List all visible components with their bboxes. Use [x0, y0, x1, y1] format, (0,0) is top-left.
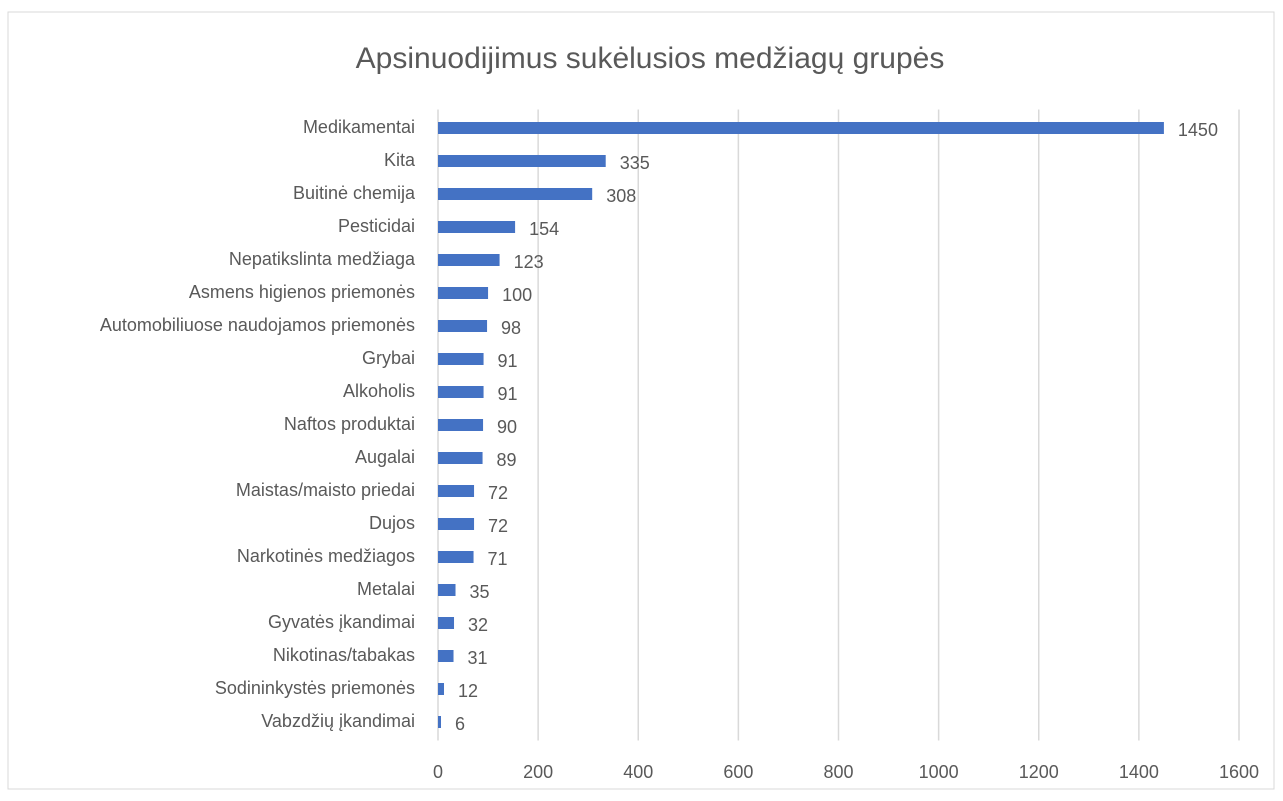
- y-tick-label: Naftos produktai: [284, 414, 415, 434]
- data-label: 90: [497, 417, 517, 437]
- bar: [438, 122, 1164, 134]
- bar: [438, 683, 445, 695]
- x-tick-label: 1200: [1019, 762, 1059, 782]
- bar: [438, 353, 484, 365]
- bar: [438, 650, 454, 662]
- data-label: 91: [498, 384, 518, 404]
- data-label: 32: [468, 615, 488, 635]
- bar: [438, 551, 474, 563]
- y-tick-label: Buitinė chemija: [293, 183, 416, 203]
- x-tick-label: 400: [623, 762, 653, 782]
- data-label: 154: [529, 219, 559, 239]
- data-label: 123: [514, 252, 544, 272]
- bar: [438, 320, 488, 332]
- bar: [438, 386, 484, 398]
- bar: [438, 584, 456, 596]
- x-tick-label: 1000: [919, 762, 959, 782]
- bar: [438, 452, 483, 464]
- y-tick-label: Nepatikslinta medžiaga: [229, 249, 416, 269]
- x-tick-label: 800: [823, 762, 853, 782]
- bar: [438, 287, 489, 299]
- data-label: 72: [488, 516, 508, 536]
- bar: [438, 155, 606, 167]
- x-tick-label: 200: [523, 762, 553, 782]
- data-label: 335: [620, 153, 650, 173]
- bar: [438, 617, 455, 629]
- y-tick-label: Maistas/maisto priedai: [236, 480, 415, 500]
- y-tick-label: Kita: [384, 150, 416, 170]
- y-tick-label: Metalai: [357, 579, 415, 599]
- data-label: 100: [502, 285, 532, 305]
- y-tick-label: Augalai: [355, 447, 415, 467]
- x-tick-label: 600: [723, 762, 753, 782]
- data-label: 6: [455, 714, 465, 734]
- y-tick-label: Nikotinas/tabakas: [273, 645, 415, 665]
- data-label: 12: [458, 681, 478, 701]
- data-label: 35: [470, 582, 490, 602]
- bar: [438, 419, 484, 431]
- data-label: 1450: [1178, 120, 1218, 140]
- y-tick-label: Automobiliuose naudojamos priemonės: [100, 315, 415, 335]
- y-tick-label: Medikamentai: [303, 117, 415, 137]
- x-tick-label: 1600: [1219, 762, 1259, 782]
- data-label: 308: [606, 186, 636, 206]
- data-label: 72: [488, 483, 508, 503]
- bar: [438, 254, 500, 266]
- y-tick-label: Narkotinės medžiagos: [237, 546, 415, 566]
- y-tick-label: Vabzdžių įkandimai: [261, 711, 415, 731]
- x-tick-label: 0: [433, 762, 443, 782]
- y-tick-label: Alkoholis: [343, 381, 415, 401]
- x-tick-label: 1400: [1119, 762, 1159, 782]
- bar: [438, 518, 475, 530]
- data-label: 31: [468, 648, 488, 668]
- bar: [438, 485, 475, 497]
- y-tick-label: Pesticidai: [338, 216, 415, 236]
- chart-title: Apsinuodijimus sukėlusios medžiagų grupė…: [356, 42, 945, 75]
- bar: [438, 716, 442, 728]
- y-tick-label: Sodininkystės priemonės: [215, 678, 415, 698]
- y-tick-label: Asmens higienos priemonės: [189, 282, 415, 302]
- y-tick-label: Grybai: [362, 348, 415, 368]
- chart-border: [7, 11, 1275, 790]
- bar: [438, 221, 516, 233]
- data-label: 98: [501, 318, 521, 338]
- data-label: 89: [497, 450, 517, 470]
- data-label: 91: [498, 351, 518, 371]
- y-tick-label: Gyvatės įkandimai: [268, 612, 415, 632]
- bar: [438, 188, 593, 200]
- y-tick-label: Dujos: [369, 513, 415, 533]
- data-label: 71: [488, 549, 508, 569]
